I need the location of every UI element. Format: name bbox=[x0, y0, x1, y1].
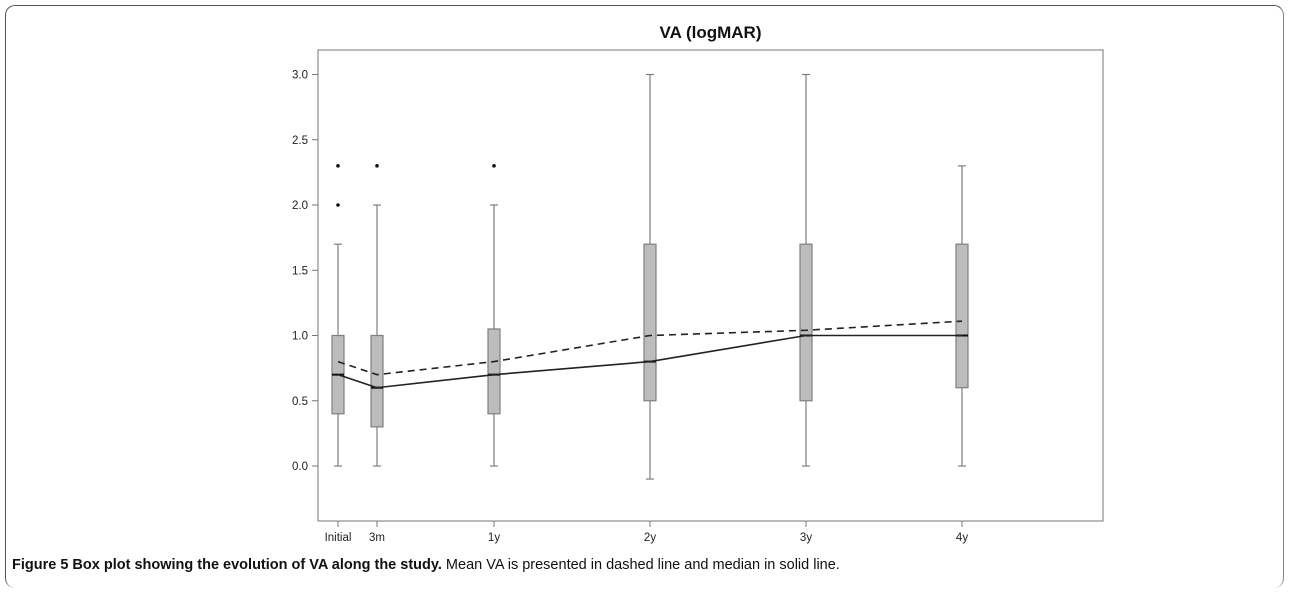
y-tick-label: 0.0 bbox=[292, 461, 308, 473]
outlier-point bbox=[336, 203, 340, 207]
x-tick-label: 3y bbox=[800, 532, 812, 544]
x-tick-label: 1y bbox=[488, 532, 500, 544]
figure-frame bbox=[5, 5, 1284, 588]
box-plot-chart: VA (logMAR) 0.0 0.5 1.0 1.5 2.0 2.5 3.0 Initial 3… bbox=[292, 23, 1104, 544]
y-tick-label: 2.5 bbox=[292, 135, 308, 147]
figure-caption: Figure 5 Box plot showing the evolution … bbox=[12, 557, 840, 573]
outlier-point bbox=[336, 164, 340, 168]
y-tick-label: 1.5 bbox=[292, 265, 308, 277]
plot-frame bbox=[317, 49, 1104, 522]
box-iqr bbox=[370, 334, 384, 428]
outlier-point bbox=[375, 164, 379, 168]
outlier-point bbox=[492, 164, 496, 168]
box-iqr bbox=[643, 243, 657, 402]
median-line bbox=[337, 334, 962, 389]
y-tick-label: 0.5 bbox=[292, 396, 308, 408]
y-tick-label: 3.0 bbox=[292, 70, 308, 82]
box-iqr bbox=[487, 328, 501, 415]
box-iqr bbox=[799, 243, 813, 402]
chart-title: VA (logMAR) bbox=[660, 23, 762, 42]
x-tick-label: Initial bbox=[325, 532, 352, 544]
x-tick-label: 3m bbox=[369, 532, 385, 544]
box-iqr bbox=[955, 243, 969, 389]
y-tick-label: 1.0 bbox=[292, 331, 308, 343]
y-tick-label: 2.0 bbox=[292, 200, 308, 212]
caption-text: Mean VA is presented in dashed line and … bbox=[441, 557, 840, 573]
x-tick-label: 4y bbox=[956, 532, 968, 544]
caption-bold: Figure 5 Box plot showing the evolution … bbox=[12, 557, 442, 573]
x-tick-label: 2y bbox=[644, 532, 656, 544]
